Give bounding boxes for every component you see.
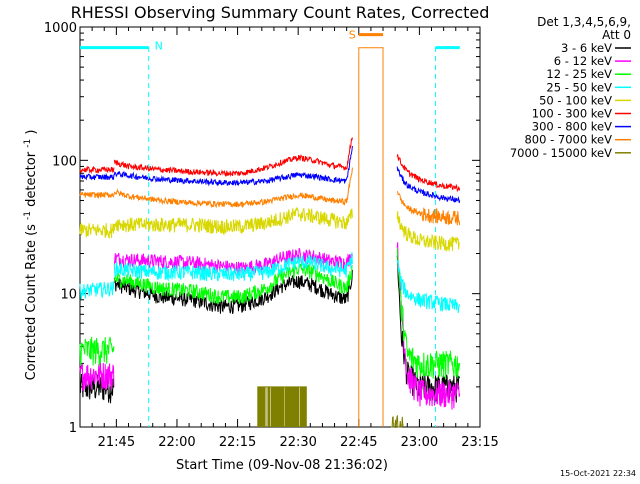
legend-header-line-2: Att 0	[602, 28, 631, 42]
y-tick-label: 1000	[44, 21, 77, 36]
legend-entry-label: 7000 - 15000 keV	[510, 146, 612, 160]
saa-flag-label: N	[155, 40, 163, 53]
chart-title: RHESSI Observing Summary Count Rates, Co…	[71, 3, 490, 22]
series-100-300-kev	[79, 137, 461, 193]
plot-area: 1 10 100 1000 21:45 22:00 22:15 22:30 22:45 23:00…	[44, 21, 499, 450]
x-tick-label: 22:30	[279, 435, 316, 450]
flare-flag-label: S	[349, 29, 356, 42]
x-tick-label: 23:15	[461, 435, 498, 450]
series-line	[396, 242, 461, 410]
series-12-25-kev	[79, 248, 461, 380]
y-tick-label: 1	[69, 421, 77, 436]
series-7000-15000-kev	[257, 386, 404, 428]
x-axis-label: Start Time (09-Nov-08 21:36:02)	[176, 458, 388, 473]
legend-entry-label: 3 - 6 keV	[561, 41, 612, 55]
series-line	[396, 248, 461, 380]
legend-entry-label: 50 - 100 keV	[539, 93, 612, 107]
legend-entry-label: 800 - 7000 keV	[524, 133, 612, 147]
footer-timestamp: 15-Oct-2021 22:34	[560, 469, 636, 478]
y-tick-label: 10	[60, 288, 77, 303]
series-line	[113, 263, 353, 305]
y-axis-label-sup1: -1	[23, 211, 33, 220]
series-line	[257, 386, 307, 427]
series-300-800-kev	[79, 145, 461, 204]
x-tick-label: 23:00	[401, 435, 438, 450]
series-line	[113, 145, 353, 187]
series-line	[79, 336, 115, 366]
x-tick-label: 22:00	[158, 435, 195, 450]
y-axis-label-text: Corrected Count Rate (s	[24, 224, 39, 381]
x-tick-label: 22:15	[219, 435, 256, 450]
series-line	[396, 211, 460, 252]
series-line	[113, 247, 353, 277]
x-tick-label: 21:45	[98, 435, 135, 450]
series-line	[113, 137, 353, 178]
legend-entry-label: 300 - 800 keV	[532, 120, 612, 134]
series-line	[358, 47, 384, 427]
series-6-12-kev	[79, 242, 461, 410]
series-line	[391, 415, 404, 428]
series-line	[113, 167, 353, 209]
series-line	[113, 252, 353, 282]
series-line	[396, 191, 461, 226]
series-line	[79, 172, 115, 181]
series-25-50-kev	[79, 252, 461, 314]
series-line	[396, 154, 461, 193]
series-50-100-kev	[79, 206, 460, 252]
x-tick-label: 22:45	[340, 435, 377, 450]
series-line	[79, 222, 115, 240]
series-line	[79, 165, 115, 175]
y-axis-label-close: )	[24, 130, 39, 135]
legend-entry-label: 100 - 300 keV	[532, 107, 612, 121]
y-axis-label-mid: detector	[24, 151, 39, 207]
series-line	[79, 281, 115, 300]
legend-entry-label: 25 - 50 keV	[546, 80, 612, 94]
y-tick-label: 100	[52, 154, 77, 169]
series-line	[396, 166, 461, 204]
legend-entry-label: 6 - 12 keV	[554, 54, 612, 68]
series-line	[79, 191, 115, 199]
series-line	[113, 206, 353, 236]
legend-header-line-1: Det 1,3,4,5,6,9,	[537, 15, 631, 29]
legend-entry-label: 12 - 25 keV	[546, 67, 612, 81]
y-axis-label: Corrected Count Rate (s -1 detector -1 )	[19, 130, 39, 381]
series-800-7000-kev	[79, 47, 461, 427]
series-line	[79, 362, 115, 392]
series-line	[396, 260, 461, 314]
y-axis-label-sup2: -1	[23, 139, 33, 148]
